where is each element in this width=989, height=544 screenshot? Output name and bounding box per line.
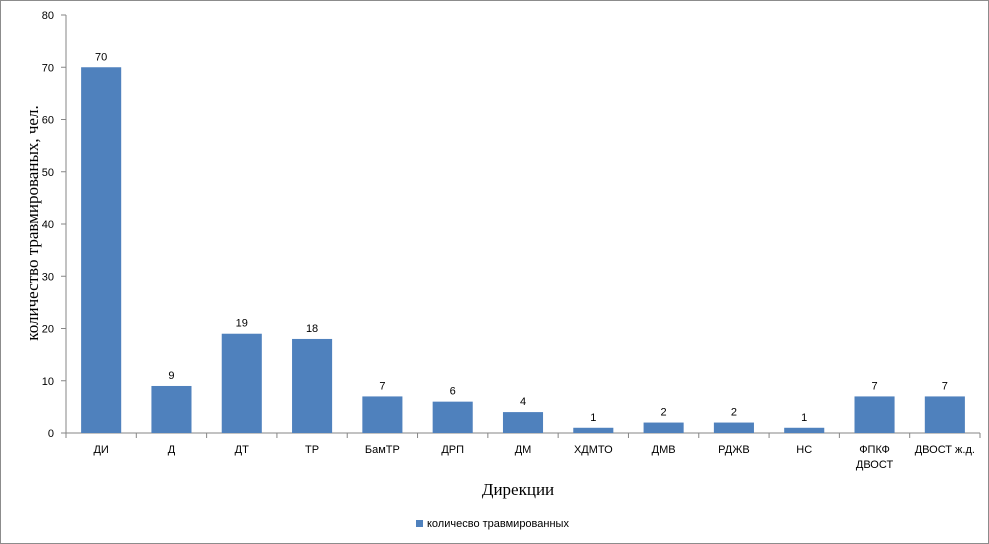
x-tick-label: ДМ — [515, 444, 532, 456]
data-label: 2 — [731, 407, 737, 419]
y-tick-label: 70 — [42, 62, 54, 74]
bar — [292, 338, 333, 433]
x-tick-label: ДВОСТ ж.д. — [915, 444, 975, 456]
data-label: 1 — [801, 412, 807, 424]
y-tick-label: 80 — [42, 10, 54, 22]
data-label: 9 — [168, 370, 174, 382]
y-tick-label: 0 — [48, 428, 54, 440]
bar — [924, 396, 965, 433]
bar — [362, 396, 403, 433]
x-tick-labels: ДИ Д ДТ ТР БамТР ДРП ДМ ХДМТО ДМВ РДЖВ НС ФПКФ ДВОСТ… — [93, 444, 974, 471]
y-tick-label: 10 — [42, 376, 54, 388]
data-label: 7 — [379, 380, 385, 392]
data-label: 7 — [942, 380, 948, 392]
x-tick-label: ДИ — [93, 444, 108, 456]
bar — [502, 412, 544, 433]
data-label: 1 — [590, 412, 596, 424]
data-label: 7 — [871, 380, 877, 392]
y-tick-label: 50 — [42, 167, 54, 179]
y-axis-title: количество травмированых, чел. — [23, 105, 42, 340]
bar — [643, 422, 684, 433]
y-axis: 0 10 20 30 40 50 60 70 80 — [42, 10, 67, 440]
x-tick-label: ДТ — [235, 444, 249, 456]
bars — [81, 67, 965, 433]
bar — [573, 427, 614, 433]
y-tick-label: 20 — [42, 324, 54, 336]
data-label: 6 — [450, 386, 456, 398]
data-label: 18 — [306, 323, 318, 335]
x-tick-label: Д — [168, 444, 176, 456]
bar — [713, 422, 754, 433]
bar — [784, 427, 825, 433]
data-label: 70 — [95, 51, 107, 63]
legend: количесво травмированных — [416, 518, 569, 530]
y-tick-label: 60 — [42, 115, 54, 127]
y-tick-label: 30 — [42, 271, 54, 283]
bar — [151, 385, 192, 433]
legend-label: количесво травмированных — [427, 518, 569, 530]
x-tick-label: ДМВ — [652, 444, 676, 456]
x-tick-label: ТР — [305, 444, 319, 456]
data-label: 19 — [236, 318, 248, 330]
bar — [432, 401, 473, 433]
bar — [854, 396, 895, 433]
x-tick-label: ДРП — [441, 444, 464, 456]
data-label: 4 — [520, 396, 526, 408]
bar — [221, 333, 262, 433]
data-label: 2 — [661, 407, 667, 419]
x-tick-label: БамТР — [365, 444, 400, 456]
x-axis — [65, 432, 981, 438]
x-tick-label: РДЖВ — [718, 444, 750, 456]
y-tick-label: 40 — [42, 219, 54, 231]
data-labels: 70 9 19 18 7 6 4 1 2 2 1 7 7 — [95, 51, 948, 424]
x-tick-label: ХДМТО — [574, 444, 613, 456]
x-axis-title: Дирекции — [482, 480, 554, 499]
x-tick-label: ФПКФ ДВОСТ — [856, 444, 894, 471]
x-tick-label: НС — [796, 444, 812, 456]
legend-swatch — [416, 520, 423, 527]
bar — [81, 67, 122, 433]
